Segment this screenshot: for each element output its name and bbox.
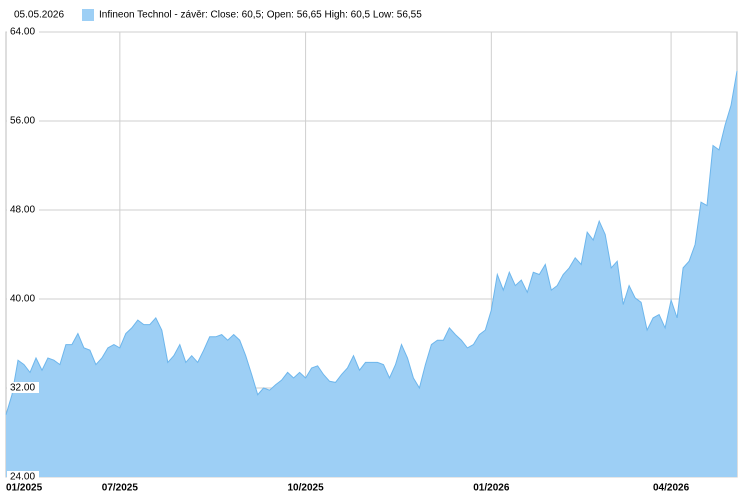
legend-swatch [82,9,94,21]
y-tick-box [7,115,39,126]
y-tick-label: 32.00 [10,383,35,394]
y-tick: 64.00 [7,26,39,38]
y-tick-label: 64.00 [10,27,35,38]
y-tick-box [7,293,39,304]
x-tick-label: 04/2026 [653,483,690,494]
x-tick-label: 01/2025 [6,483,43,494]
x-tick-label: 07/2025 [102,483,139,494]
legend-label: Infineon Technol - závěr: Close: 60,5; O… [99,10,422,21]
y-tick-box [7,471,39,482]
y-tick-box [7,204,39,215]
y-tick: 40.00 [7,293,39,305]
x-tick-label: 01/2026 [473,483,510,494]
x-tick-label: 10/2025 [288,483,325,494]
y-tick-label: 24.00 [10,472,35,483]
y-tick-label: 40.00 [10,294,35,305]
y-tick: 24.00 [7,471,39,483]
y-tick-box [7,382,39,393]
y-tick: 56.00 [7,115,39,127]
y-tick-box [7,26,39,37]
y-tick-label: 56.00 [10,116,35,127]
area-line [5,70,738,415]
date-label: 05.05.2026 [14,10,64,21]
y-tick: 32.00 [7,382,39,394]
y-tick-label: 48.00 [10,205,35,216]
area-fill [6,70,737,478]
y-tick: 48.00 [7,204,39,216]
